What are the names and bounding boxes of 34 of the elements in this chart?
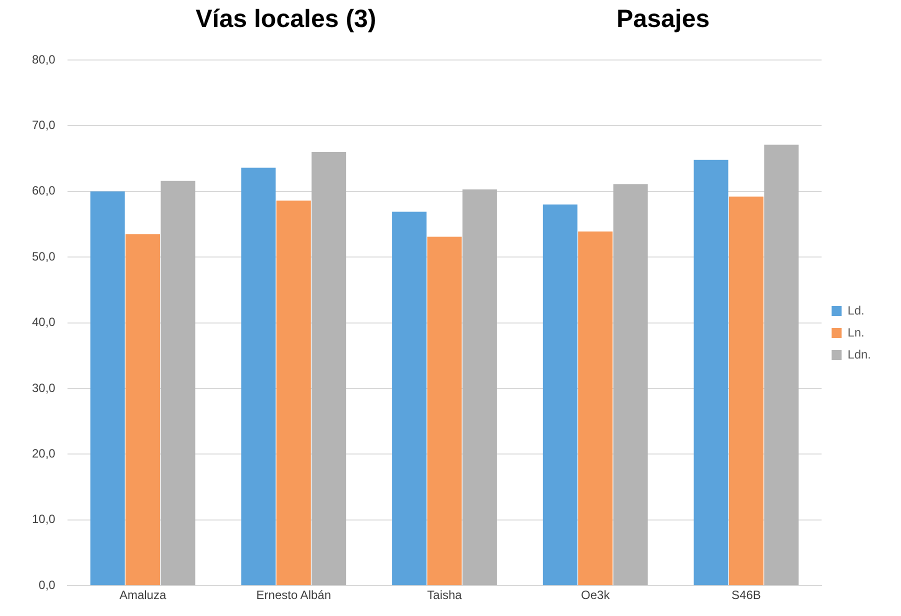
x-tick-label: Ernesto Albán bbox=[256, 588, 331, 602]
bar bbox=[427, 236, 462, 586]
bar bbox=[160, 180, 196, 586]
text: Vías locales (3) bbox=[196, 4, 376, 33]
x-tick-label: Oe3k bbox=[581, 588, 611, 602]
x-tick-label: S46B bbox=[732, 588, 761, 602]
bar bbox=[90, 191, 125, 586]
bar bbox=[462, 189, 497, 586]
y-tick-label: 60,0 bbox=[32, 184, 56, 198]
legend-label: Ld. bbox=[848, 303, 864, 318]
y-tick-label: 10,0 bbox=[32, 512, 56, 526]
y-tick-label: 20,0 bbox=[32, 446, 56, 461]
bar bbox=[312, 152, 346, 586]
legend-label: Ln. bbox=[848, 325, 864, 340]
y-tick-label: 40,0 bbox=[32, 315, 56, 330]
bar bbox=[728, 196, 764, 586]
y-tick-label: 80,0 bbox=[32, 52, 56, 66]
bar bbox=[126, 234, 160, 586]
y-tick-label: 70,0 bbox=[32, 118, 56, 132]
x-tick-label: Taisha bbox=[427, 588, 462, 602]
y-tick-label: 30,0 bbox=[32, 380, 56, 395]
y-tick-label: 50,0 bbox=[32, 249, 56, 264]
legend-label: Ldn. bbox=[848, 347, 872, 362]
bar bbox=[392, 212, 427, 586]
bar bbox=[241, 168, 276, 586]
bar bbox=[578, 231, 613, 586]
text: Pasajes bbox=[616, 4, 710, 33]
bar bbox=[764, 144, 799, 586]
y-tick-label: 0,0 bbox=[38, 578, 56, 592]
bar bbox=[276, 200, 311, 586]
x-tick-label: Amaluza bbox=[119, 588, 166, 602]
bar bbox=[542, 204, 578, 586]
bar bbox=[613, 184, 648, 586]
bar bbox=[694, 160, 728, 586]
